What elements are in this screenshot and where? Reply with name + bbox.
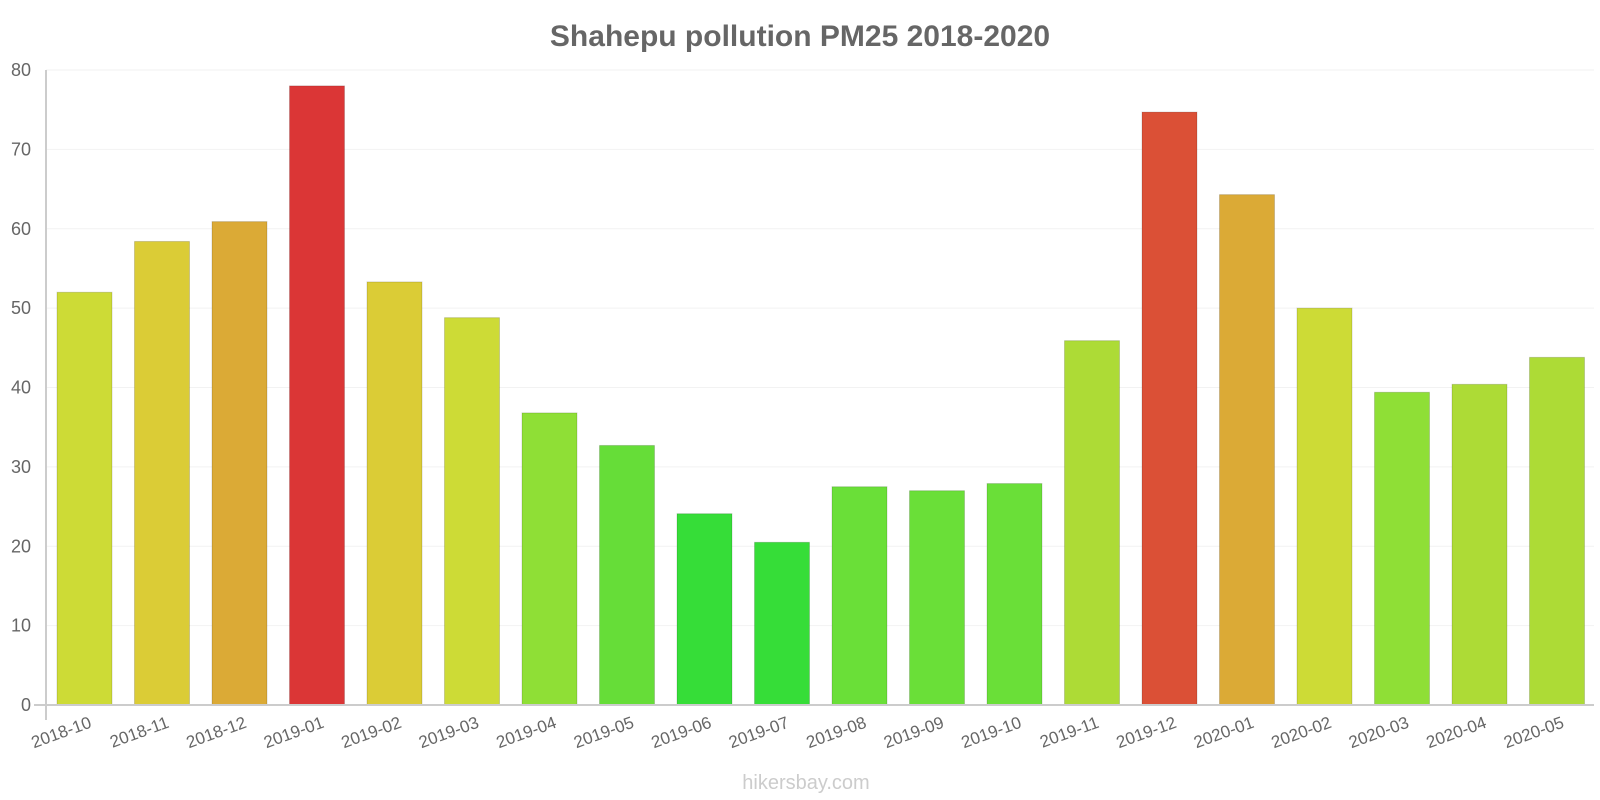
y-tick-label: 40 bbox=[11, 378, 31, 398]
y-tick-label: 20 bbox=[11, 536, 31, 556]
y-tick-label: 10 bbox=[11, 616, 31, 636]
x-tick-label: 2019-12 bbox=[1114, 713, 1179, 752]
watermark: hikersbay.com bbox=[742, 772, 869, 794]
x-tick-label: 2019-02 bbox=[339, 713, 404, 752]
bar-2020-04 bbox=[1451, 383, 1508, 706]
bar-2019-04 bbox=[521, 412, 578, 706]
x-tick-label: 2019-07 bbox=[726, 713, 791, 752]
bar-2020-05 bbox=[1529, 356, 1585, 706]
bar-2019-11 bbox=[1064, 340, 1120, 706]
y-tick-label: 50 bbox=[11, 298, 31, 318]
bar-2020-01 bbox=[1219, 194, 1275, 706]
bar-2019-07 bbox=[754, 541, 810, 706]
bar-2019-06 bbox=[676, 513, 733, 706]
x-axis-ticks: 2018-10 2018-11 2018-12 2019-01 2019-02 2019-… bbox=[29, 713, 1567, 752]
x-tick-label: 2019-11 bbox=[1037, 713, 1101, 752]
x-tick-label: 2020-01 bbox=[1191, 713, 1256, 752]
y-tick-label: 80 bbox=[11, 60, 31, 80]
bar-2020-02 bbox=[1296, 307, 1353, 706]
bar-2020-03 bbox=[1374, 391, 1430, 706]
x-tick-label: 2020-03 bbox=[1346, 713, 1411, 752]
bar-2018-11 bbox=[134, 240, 190, 706]
x-tick-label: 2019-06 bbox=[649, 713, 714, 752]
y-tick-label: 0 bbox=[21, 695, 31, 715]
y-axis-ticks: 0 10 20 30 40 50 60 70 80 bbox=[11, 60, 31, 715]
x-tick-label: 2019-10 bbox=[959, 713, 1024, 752]
bar-2019-01 bbox=[289, 85, 345, 706]
x-tick-label: 2019-05 bbox=[571, 713, 636, 752]
bars bbox=[56, 85, 1585, 706]
x-tick-label: 2019-01 bbox=[261, 713, 326, 752]
x-tick-label: 2020-04 bbox=[1424, 713, 1489, 752]
bar-2019-02 bbox=[366, 281, 423, 706]
x-tick-label: 2020-05 bbox=[1501, 713, 1566, 752]
x-tick-label: 2020-02 bbox=[1269, 713, 1334, 752]
bar-2018-10 bbox=[56, 291, 113, 706]
x-tick-label: 2019-04 bbox=[494, 713, 559, 752]
x-tick-label: 2019-03 bbox=[416, 713, 481, 752]
y-tick-label: 60 bbox=[11, 219, 31, 239]
chart-title: Shahepu pollution PM25 2018-2020 bbox=[550, 20, 1050, 53]
bar-2019-05 bbox=[599, 444, 655, 706]
x-tick-label: 2018-12 bbox=[184, 713, 249, 752]
gridlines bbox=[46, 69, 1594, 627]
x-tick-label: 2018-11 bbox=[107, 713, 171, 752]
y-tick-label: 70 bbox=[11, 139, 31, 159]
bar-2019-10 bbox=[986, 483, 1043, 706]
bar-2019-08 bbox=[831, 486, 888, 706]
bar-2019-03 bbox=[444, 317, 500, 706]
bar-2018-12 bbox=[211, 221, 268, 706]
x-tick-label: 2019-09 bbox=[881, 713, 946, 752]
x-tick-label: 2018-10 bbox=[29, 713, 94, 752]
y-tick-label: 30 bbox=[11, 457, 31, 477]
bar-2019-12 bbox=[1141, 111, 1198, 706]
x-tick-label: 2019-08 bbox=[804, 713, 869, 752]
bar-2019-09 bbox=[909, 490, 965, 706]
